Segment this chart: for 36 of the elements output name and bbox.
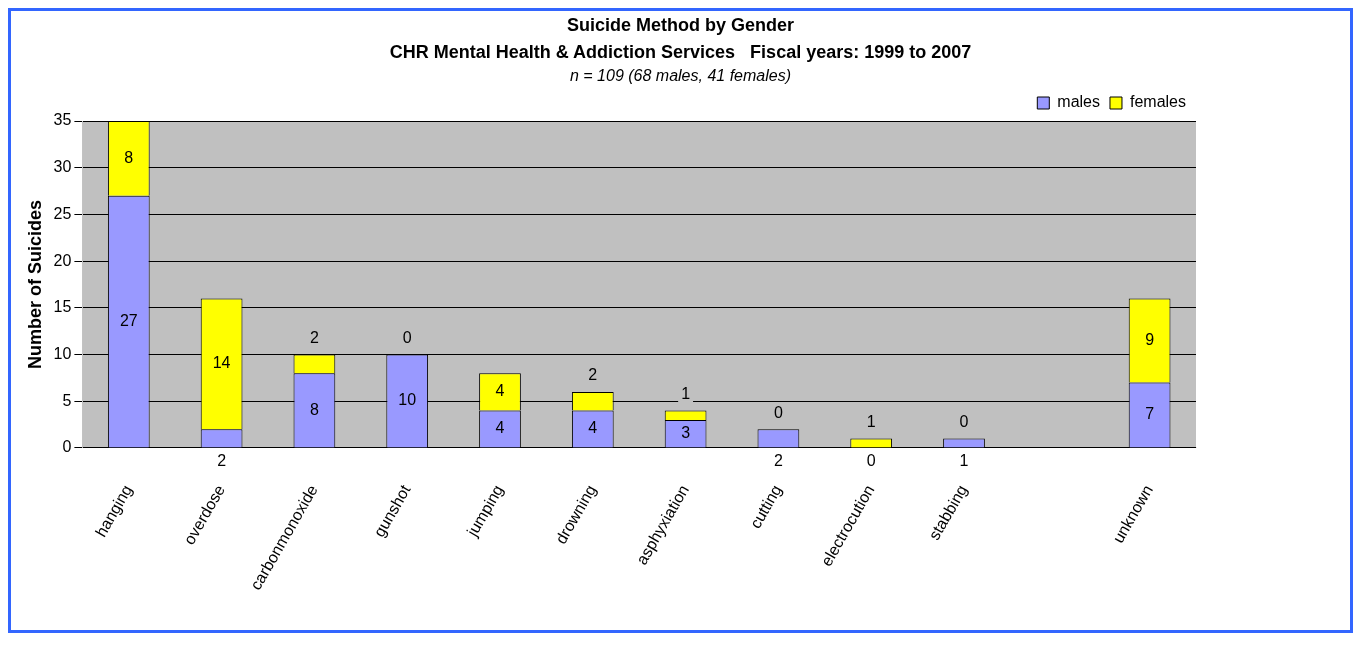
y-tick-label: 35	[53, 111, 72, 129]
data-label: 27	[119, 312, 138, 329]
y-tick-label: 15	[53, 298, 72, 316]
data-label: 8	[309, 400, 319, 418]
data-label: 7	[1145, 405, 1155, 423]
y-tick-label: 25	[53, 204, 72, 222]
data-label: 4	[495, 382, 505, 400]
data-label: 1	[681, 384, 691, 402]
data-label: 2	[309, 328, 319, 346]
data-label: 3	[681, 424, 691, 442]
chart-title: Suicide Method by Gender	[566, 15, 795, 36]
data-label: 1	[959, 452, 969, 470]
data-label: 8	[124, 148, 134, 166]
y-tick-label: 20	[53, 251, 72, 269]
legend-label: males	[1057, 93, 1100, 111]
data-label: 2	[217, 452, 227, 470]
y-axis-title: Number of Suicides	[24, 199, 45, 369]
y-tick-label: 10	[53, 344, 72, 362]
data-label: 0	[402, 328, 412, 346]
legend-label: females	[1129, 93, 1187, 111]
text: n = 109 (68 males, 41 females)	[569, 67, 792, 85]
y-tick-label: 30	[53, 158, 72, 176]
data-label: 2	[773, 452, 783, 470]
y-tick-label: 0	[62, 438, 72, 456]
data-label: 9	[1145, 330, 1155, 348]
data-label: 0	[959, 413, 969, 431]
data-label: 14	[212, 354, 231, 372]
data-label: 4	[588, 419, 598, 437]
data-label: 0	[866, 452, 876, 470]
data-label: 1	[866, 413, 876, 431]
y-tick-label: 5	[62, 391, 72, 409]
data-label: 4	[495, 419, 505, 437]
data-label: 10	[398, 391, 417, 409]
chart-subtitle: CHR Mental Health & Addiction Services Fiscal years: 1999 to 2007	[388, 42, 973, 63]
data-label: 2	[588, 366, 598, 384]
data-label: 0	[773, 403, 783, 421]
